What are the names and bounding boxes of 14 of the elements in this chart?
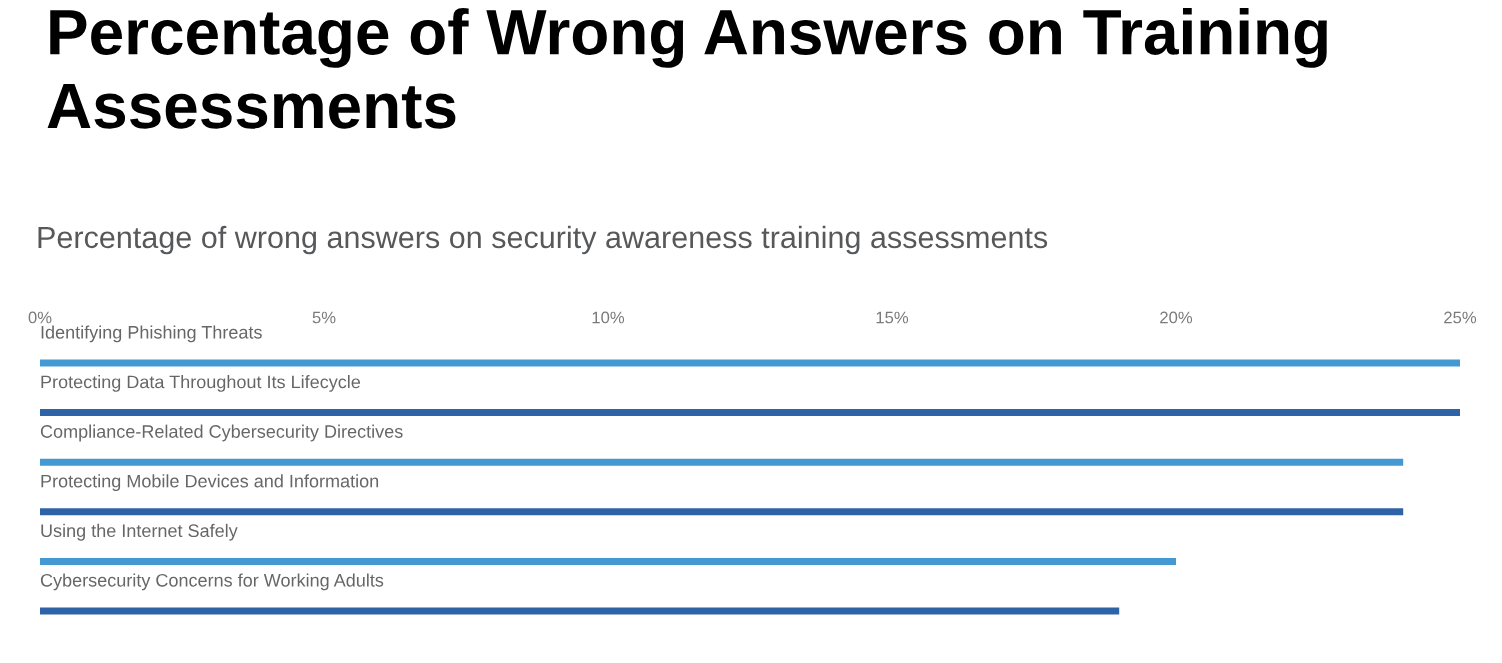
y-tick-label: Using the Internet Safely [41,523,238,541]
x-tick-label: 10% [592,311,625,324]
x-tick-label: 15% [876,311,909,324]
y-tick-label: Compliance-Related Cybersecurity Directives [40,424,403,442]
y-tick-label: Cybersecurity Concerns for Working Adults [40,573,384,591]
x-tick-label: 20% [1160,311,1193,324]
x-tick-label: 0% [28,311,52,324]
x-tick-label: 5% [312,311,336,324]
x-tick-label: 25% [1444,311,1477,324]
chart-subtitle: Percentage of wrong answers on security awareness training assessments [38,225,1048,255]
y-tick-label: Protecting Data Throughout Its Lifecycle [41,375,361,392]
y-tick-label: Protecting Mobile Devices and Information [41,474,379,492]
chart-title: Percentage of Wrong Answers on Training Assessments [47,8,1327,129]
y-tick-label: Identifying Phishing Threats [41,325,262,343]
